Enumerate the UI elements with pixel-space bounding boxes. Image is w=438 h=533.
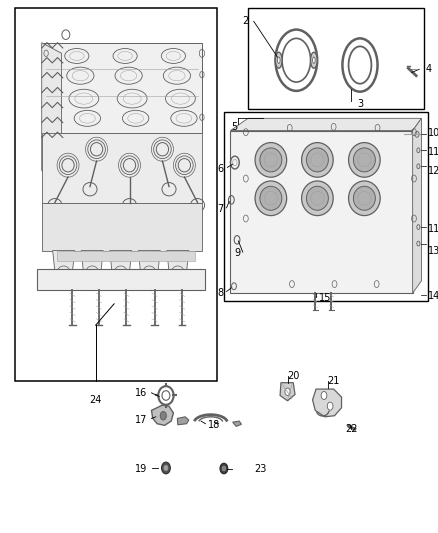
Ellipse shape — [353, 148, 374, 172]
Polygon shape — [81, 251, 103, 272]
Text: 15: 15 — [318, 294, 330, 303]
Text: 3: 3 — [356, 99, 362, 109]
Polygon shape — [42, 203, 201, 251]
Text: 21: 21 — [327, 376, 339, 386]
Polygon shape — [232, 421, 241, 426]
Ellipse shape — [275, 52, 282, 68]
Text: 9: 9 — [234, 248, 240, 258]
Bar — [247, 8, 423, 109]
Ellipse shape — [327, 402, 332, 410]
Polygon shape — [110, 251, 131, 272]
Ellipse shape — [254, 143, 286, 177]
Text: 8: 8 — [217, 288, 223, 298]
Ellipse shape — [348, 181, 379, 215]
Text: 6: 6 — [217, 165, 223, 174]
Ellipse shape — [321, 391, 326, 400]
Polygon shape — [42, 43, 61, 187]
Polygon shape — [42, 43, 201, 133]
Ellipse shape — [219, 463, 227, 474]
Text: 7: 7 — [217, 205, 223, 214]
Ellipse shape — [310, 52, 316, 68]
Ellipse shape — [259, 148, 281, 172]
Polygon shape — [57, 251, 195, 261]
Text: 13: 13 — [427, 246, 438, 255]
Polygon shape — [279, 383, 294, 401]
Text: 11: 11 — [427, 147, 438, 157]
Text: 2: 2 — [241, 17, 247, 26]
Ellipse shape — [306, 148, 328, 172]
Text: 24: 24 — [89, 395, 102, 405]
Polygon shape — [312, 389, 341, 417]
Text: 17: 17 — [135, 415, 147, 425]
Text: 18: 18 — [208, 421, 220, 430]
Text: 14: 14 — [427, 291, 438, 301]
Bar — [223, 112, 427, 301]
Polygon shape — [230, 118, 420, 131]
Text: 10: 10 — [427, 128, 438, 138]
Ellipse shape — [277, 57, 279, 63]
Ellipse shape — [164, 465, 167, 471]
Text: 19: 19 — [135, 464, 147, 474]
Text: 23: 23 — [254, 464, 266, 474]
Ellipse shape — [348, 143, 379, 177]
Ellipse shape — [160, 411, 166, 420]
Text: 16: 16 — [135, 389, 147, 398]
Polygon shape — [151, 405, 173, 425]
Ellipse shape — [222, 466, 225, 471]
Text: 12: 12 — [427, 166, 438, 175]
Text: 11: 11 — [427, 224, 438, 234]
Polygon shape — [177, 417, 188, 425]
Ellipse shape — [306, 187, 328, 211]
Polygon shape — [42, 133, 201, 203]
Ellipse shape — [353, 187, 374, 211]
Polygon shape — [37, 269, 205, 290]
Polygon shape — [230, 131, 412, 293]
Text: 22: 22 — [344, 424, 357, 434]
Ellipse shape — [301, 181, 332, 215]
Ellipse shape — [284, 388, 290, 395]
Text: 20: 20 — [286, 371, 299, 381]
Polygon shape — [53, 251, 74, 272]
Polygon shape — [412, 118, 420, 293]
Ellipse shape — [301, 143, 332, 177]
Ellipse shape — [161, 462, 170, 474]
Polygon shape — [138, 251, 160, 272]
Ellipse shape — [312, 57, 314, 63]
Text: 5: 5 — [230, 122, 237, 132]
Text: 4: 4 — [425, 64, 431, 74]
Bar — [15, 8, 217, 381]
Ellipse shape — [254, 181, 286, 215]
Polygon shape — [166, 251, 188, 272]
Ellipse shape — [259, 187, 281, 211]
